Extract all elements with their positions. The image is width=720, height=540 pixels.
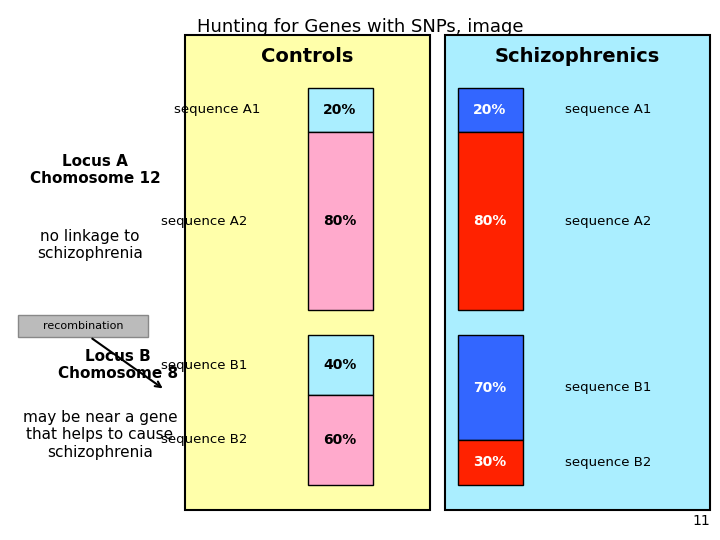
Text: Locus A
Chomosome 12: Locus A Chomosome 12	[30, 154, 161, 186]
Text: Controls: Controls	[261, 48, 354, 66]
Text: sequence A2: sequence A2	[161, 214, 247, 227]
Text: sequence A2: sequence A2	[565, 214, 652, 227]
Bar	[457, 88, 523, 132]
Bar	[185, 35, 430, 510]
Bar	[18, 315, 148, 337]
Text: sequence B1: sequence B1	[565, 381, 652, 394]
Bar	[457, 132, 523, 310]
Text: 20%: 20%	[323, 103, 356, 117]
Text: Hunting for Genes with SNPs, image: Hunting for Genes with SNPs, image	[197, 18, 523, 36]
Bar	[307, 88, 372, 132]
Bar	[457, 440, 523, 485]
Text: 60%: 60%	[323, 433, 356, 447]
Text: 80%: 80%	[323, 214, 356, 228]
Text: no linkage to
schizophrenia: no linkage to schizophrenia	[37, 229, 143, 261]
Text: 40%: 40%	[323, 358, 356, 372]
Text: sequence A1: sequence A1	[565, 104, 652, 117]
Text: 20%: 20%	[473, 103, 507, 117]
Text: sequence B1: sequence B1	[161, 359, 247, 372]
Text: 11: 11	[692, 514, 710, 528]
Text: sequence B2: sequence B2	[565, 456, 652, 469]
Text: Locus B
Chomosome 8: Locus B Chomosome 8	[58, 349, 178, 381]
Text: 80%: 80%	[473, 214, 507, 228]
Bar	[307, 335, 372, 395]
Text: Schizophrenics: Schizophrenics	[495, 48, 660, 66]
Text: sequence B2: sequence B2	[161, 434, 247, 447]
Text: 30%: 30%	[473, 456, 507, 469]
Text: sequence A1: sequence A1	[174, 104, 260, 117]
Text: may be near a gene
that helps to cause
schizophrenia: may be near a gene that helps to cause s…	[23, 410, 177, 460]
Bar	[445, 35, 710, 510]
Text: recombination: recombination	[42, 321, 123, 331]
Bar	[307, 132, 372, 310]
Bar	[307, 395, 372, 485]
Text: 70%: 70%	[473, 381, 507, 395]
Bar	[457, 335, 523, 440]
